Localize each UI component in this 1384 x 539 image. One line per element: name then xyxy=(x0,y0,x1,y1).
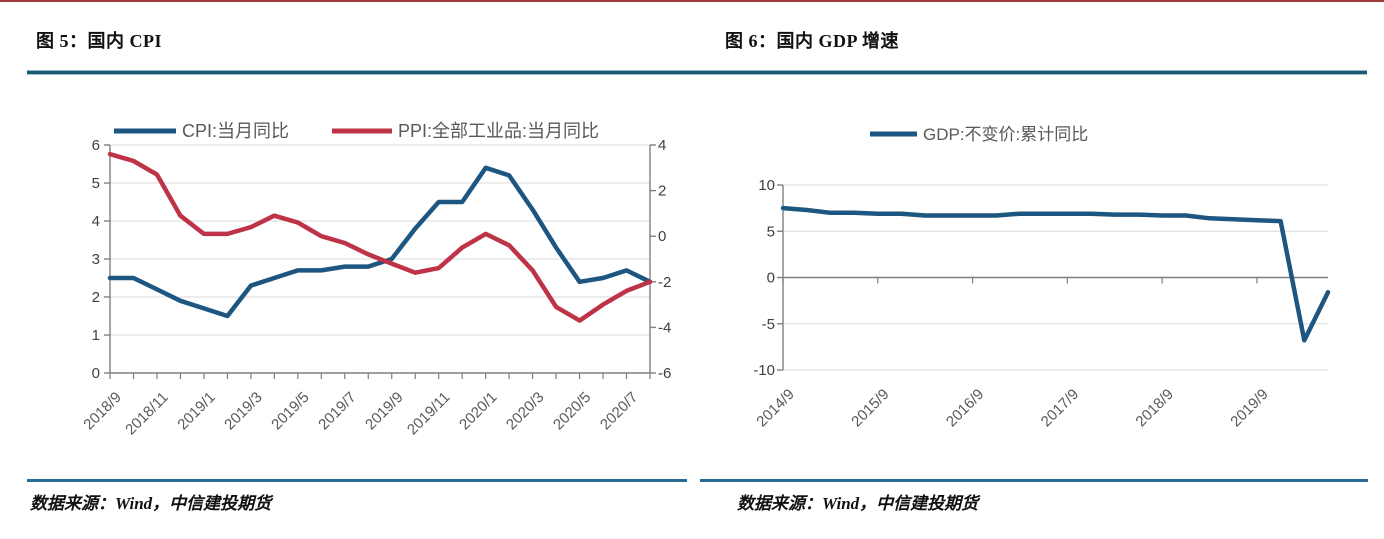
top-rule xyxy=(0,0,1384,2)
series-line-0 xyxy=(107,165,653,319)
x-axis-label: 2019/9 xyxy=(1227,386,1271,430)
y-axis-left-label: 10 xyxy=(758,177,775,194)
y-axis-right-label: 0 xyxy=(658,228,666,245)
figure5-title: 图 5：国内 CPI xyxy=(36,31,162,51)
legend-label-0: CPI:当月同比 xyxy=(182,121,289,141)
x-axis-label: 2019/11 xyxy=(404,389,454,439)
x-axis-label: 2020/3 xyxy=(503,389,547,433)
x-axis-label: 2017/9 xyxy=(1038,386,1082,430)
x-axis-label: 2016/9 xyxy=(943,386,987,430)
series-line-0 xyxy=(780,205,1331,343)
x-axis-label: 2019/3 xyxy=(221,389,265,433)
y-axis-right-label: -2 xyxy=(658,274,671,291)
legend-label-0: GDP:不变价:累计同比 xyxy=(923,125,1088,144)
y-axis-left-label: 5 xyxy=(92,175,100,192)
y-axis-left-label: 2 xyxy=(92,289,100,306)
y-axis-right-label: 4 xyxy=(658,137,666,154)
y-axis-right-label: -6 xyxy=(658,365,671,382)
gdp-line-chart: 10 5 0 -5 -10 2014/9 2015/9 2016/9 2017/9 2018/9 2… xyxy=(753,125,1331,430)
legend-label-1: PPI:全部工业品:当月同比 xyxy=(398,121,599,141)
x-axis-label: 2019/5 xyxy=(268,389,312,433)
series-line-1 xyxy=(107,151,653,323)
x-axis-label: 2018/9 xyxy=(1132,386,1176,430)
source-separator-right xyxy=(700,479,1368,482)
source-separator-left xyxy=(27,479,687,482)
x-axis-label: 2020/1 xyxy=(456,389,500,433)
x-axis-label: 2019/7 xyxy=(315,389,359,433)
y-axis-right-label: 2 xyxy=(658,183,666,200)
y-axis-right-label: -4 xyxy=(658,319,671,336)
x-axis-label: 2020/5 xyxy=(550,389,594,433)
y-axis-left-label: 0 xyxy=(92,365,100,382)
y-axis-left-label: 3 xyxy=(92,251,100,268)
x-axis-label: 2014/9 xyxy=(753,386,797,430)
x-axis-label: 2019/1 xyxy=(174,389,218,433)
x-axis-label: 2018/11 xyxy=(122,389,172,439)
y-axis-left-label: 4 xyxy=(92,213,100,230)
figure6-source: 数据来源：Wind，中信建投期货 xyxy=(737,494,979,513)
y-axis-left-label: -10 xyxy=(753,362,775,379)
y-axis-left-label: 1 xyxy=(92,327,100,344)
x-axis-label: 2019/9 xyxy=(362,389,406,433)
y-axis-left-label: -5 xyxy=(762,316,775,333)
figure5-source: 数据来源：Wind，中信建投期货 xyxy=(30,494,272,513)
x-axis-label: 2018/9 xyxy=(80,389,124,433)
y-axis-left-label: 5 xyxy=(767,223,775,240)
x-axis-label: 2015/9 xyxy=(848,386,892,430)
y-axis-left-label: 6 xyxy=(92,137,100,154)
x-axis-label: 2020/7 xyxy=(597,389,641,433)
title-underline xyxy=(27,70,1367,75)
y-axis-left-label: 0 xyxy=(767,270,775,287)
figure6-title: 图 6：国内 GDP 增速 xyxy=(725,31,900,51)
